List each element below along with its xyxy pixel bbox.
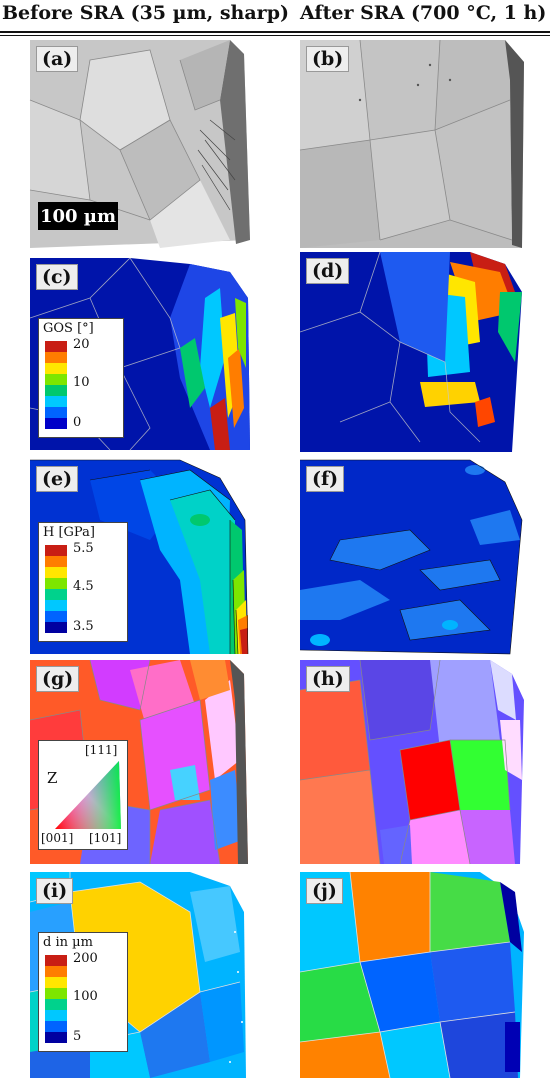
- grainsize-map-after: [299, 871, 524, 1079]
- panel-d-gos-after: (d): [299, 251, 522, 452]
- panel-h-ipf-after: (h): [299, 659, 524, 865]
- grainsize-colorbar: [45, 955, 67, 1043]
- ipf-label-111: [111]: [85, 743, 118, 757]
- grainsize-legend-title: d in µm: [43, 935, 93, 950]
- panel-b-sem-after: (b): [299, 39, 524, 248]
- hardness-legend: H [GPa] 5.5 4.5 3.5: [38, 522, 128, 642]
- colorbar-segment: [45, 1032, 67, 1043]
- grainsize-tick-5: 5: [73, 1029, 82, 1044]
- gos-colorbar: [45, 341, 67, 429]
- panel-label-d: (d): [306, 258, 350, 284]
- colorbar-segment: [45, 396, 67, 407]
- ipf-legend: Z [111] [001] [101]: [38, 740, 128, 850]
- colorbar-segment: [45, 374, 67, 385]
- panel-i-grainsize-before: (i) d in µm 200 100 5: [29, 872, 250, 1078]
- colorbar-segment: [45, 567, 67, 578]
- gos-tick-0: 0: [73, 415, 82, 430]
- hardness-tick-5-5: 5.5: [73, 541, 94, 556]
- panel-e-hardness-before: (e) H [GPa] 5.5 4.5 3.5: [30, 459, 250, 655]
- panel-label-j: (j): [306, 878, 343, 904]
- hardness-tick-3-5: 3.5: [73, 619, 94, 634]
- header-rule-top: [0, 31, 550, 33]
- ipf-triangle: [55, 761, 121, 829]
- colorbar-segment: [45, 545, 67, 556]
- hardness-colorbar: [45, 545, 67, 633]
- hardness-legend-title: H [GPa]: [43, 525, 95, 540]
- hardness-tick-4-5: 4.5: [73, 579, 94, 594]
- scale-bar: 100 µm: [38, 202, 118, 230]
- grainsize-tick-200: 200: [73, 951, 98, 966]
- colorbar-segment: [45, 407, 67, 418]
- grainsize-tick-100: 100: [73, 989, 98, 1004]
- panel-label-h: (h): [306, 666, 350, 692]
- panel-g-ipf-before: (g) Z [111] [001] [101]: [29, 659, 250, 865]
- grainsize-legend: d in µm 200 100 5: [38, 932, 128, 1052]
- panel-label-e: (e): [36, 466, 79, 492]
- gos-tick-10: 10: [73, 375, 90, 390]
- colorbar-segment: [45, 589, 67, 600]
- sem-image-before: [29, 40, 250, 248]
- colorbar-segment: [45, 622, 67, 633]
- colorbar-segment: [45, 988, 67, 999]
- colorbar-segment: [45, 578, 67, 589]
- hardness-map-after: [299, 459, 523, 655]
- panel-label-a: (a): [36, 46, 79, 72]
- colorbar-segment: [45, 977, 67, 988]
- colorbar-segment: [45, 955, 67, 966]
- column-header-after-sra: After SRA (700 °C, 1 h): [300, 2, 547, 24]
- header-rule-bottom: [0, 35, 550, 36]
- colorbar-segment: [45, 611, 67, 622]
- colorbar-segment: [45, 999, 67, 1010]
- colorbar-segment: [45, 556, 67, 567]
- ipf-map-after: [299, 659, 524, 865]
- panel-a-sem-before: (a) 100 µm: [29, 40, 250, 248]
- ipf-label-001: [001]: [41, 831, 74, 845]
- panel-label-c: (c): [36, 264, 78, 290]
- colorbar-segment: [45, 363, 67, 374]
- gos-legend-title: GOS [°]: [43, 321, 94, 336]
- gos-tick-20: 20: [73, 337, 90, 352]
- colorbar-segment: [45, 966, 67, 977]
- sem-image-after: [299, 39, 524, 248]
- panel-j-grainsize-after: (j): [299, 871, 524, 1079]
- panel-label-f: (f): [306, 466, 345, 492]
- panel-label-i: (i): [36, 878, 74, 904]
- ipf-label-101: [101]: [89, 831, 122, 845]
- ipf-axis-label: Z: [47, 769, 58, 787]
- colorbar-segment: [45, 418, 67, 429]
- gos-map-after: [299, 251, 522, 452]
- colorbar-segment: [45, 385, 67, 396]
- colorbar-segment: [45, 352, 67, 363]
- colorbar-segment: [45, 1021, 67, 1032]
- column-header-before-sra: Before SRA (35 µm, sharp): [2, 2, 289, 24]
- colorbar-segment: [45, 341, 67, 352]
- gos-legend: GOS [°] 20 10 0: [38, 318, 124, 438]
- colorbar-segment: [45, 1010, 67, 1021]
- panel-c-gos-before: (c) GOS [°] 20 10 0: [29, 257, 250, 451]
- colorbar-segment: [45, 600, 67, 611]
- panel-f-hardness-after: (f): [299, 459, 523, 655]
- panel-label-b: (b): [306, 46, 350, 72]
- panel-label-g: (g): [36, 666, 80, 692]
